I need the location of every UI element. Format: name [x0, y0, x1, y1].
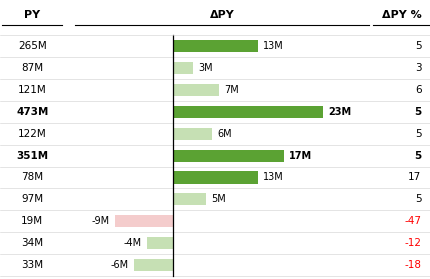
- Text: 121M: 121M: [18, 85, 46, 95]
- Text: 78M: 78M: [21, 172, 43, 182]
- Text: 5M: 5M: [210, 194, 225, 205]
- Text: 17M: 17M: [289, 151, 311, 160]
- Text: 97M: 97M: [21, 194, 43, 205]
- Text: 87M: 87M: [21, 63, 43, 73]
- Bar: [173, 193, 205, 205]
- Text: PY: PY: [24, 10, 40, 20]
- Text: 33M: 33M: [21, 260, 43, 270]
- Text: 122M: 122M: [18, 129, 46, 139]
- Bar: [114, 215, 173, 227]
- Text: 5: 5: [413, 107, 421, 117]
- Text: 3M: 3M: [197, 63, 212, 73]
- Text: 5: 5: [413, 151, 421, 160]
- Text: -12: -12: [404, 238, 421, 248]
- Text: 5: 5: [414, 194, 421, 205]
- Text: 5: 5: [414, 129, 421, 139]
- Text: 19M: 19M: [21, 216, 43, 226]
- Text: 7M: 7M: [223, 85, 238, 95]
- Text: 6M: 6M: [217, 129, 231, 139]
- Text: -6M: -6M: [111, 260, 129, 270]
- Text: -9M: -9M: [91, 216, 109, 226]
- Text: -18: -18: [404, 260, 421, 270]
- Text: 3: 3: [414, 63, 421, 73]
- Text: 473M: 473M: [16, 107, 49, 117]
- Text: -4M: -4M: [123, 238, 141, 248]
- Text: ΔPY %: ΔPY %: [381, 10, 421, 20]
- Text: 34M: 34M: [21, 238, 43, 248]
- Text: 17: 17: [407, 172, 421, 182]
- Bar: [173, 106, 322, 118]
- Bar: [134, 259, 173, 271]
- Text: 13M: 13M: [262, 172, 283, 182]
- Bar: [173, 84, 218, 96]
- Text: 6: 6: [414, 85, 421, 95]
- Text: 265M: 265M: [18, 41, 46, 51]
- Text: 13M: 13M: [262, 41, 283, 51]
- Bar: [173, 150, 283, 162]
- Text: 351M: 351M: [16, 151, 48, 160]
- Text: 23M: 23M: [327, 107, 350, 117]
- Bar: [173, 62, 192, 74]
- Bar: [173, 128, 212, 140]
- Text: -47: -47: [404, 216, 421, 226]
- Text: 5: 5: [414, 41, 421, 51]
- Bar: [147, 237, 173, 249]
- Text: ΔPY: ΔPY: [209, 10, 234, 20]
- Bar: [173, 40, 257, 52]
- Bar: [173, 172, 257, 184]
